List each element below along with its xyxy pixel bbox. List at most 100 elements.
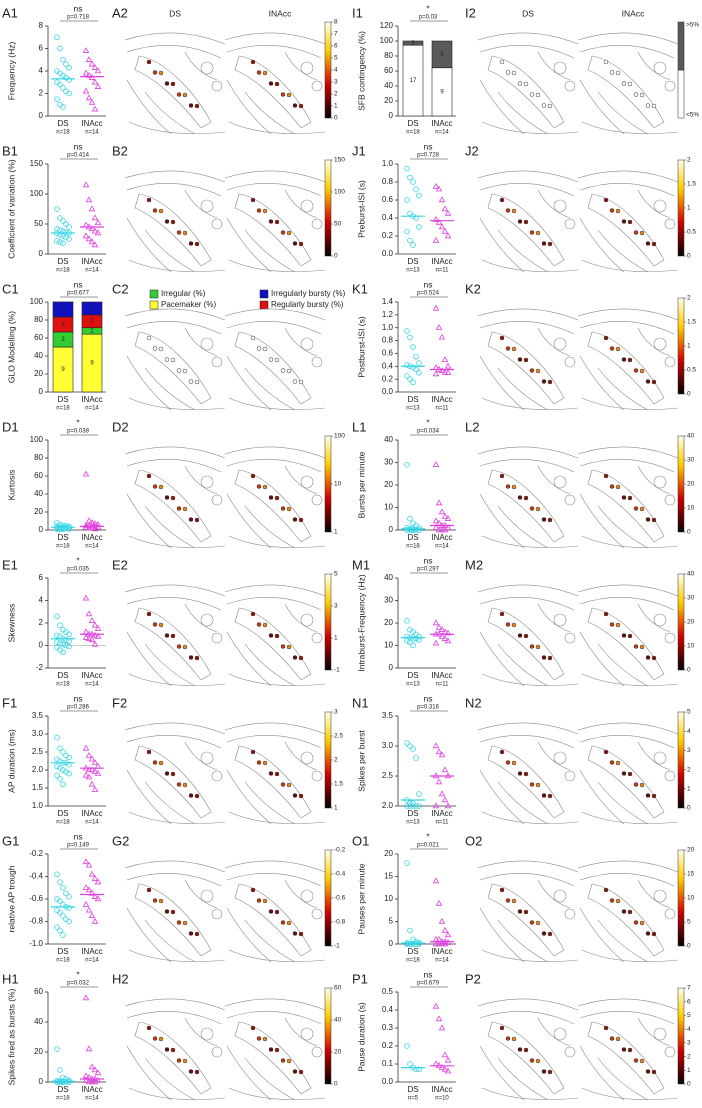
brain-outline: [537, 51, 571, 81]
brain-outline: [144, 919, 196, 963]
data-point: [404, 328, 410, 334]
data-point: [82, 594, 90, 601]
recorded-neuron: [176, 230, 182, 235]
y-tick-label: -0.2: [29, 849, 43, 858]
brain-outline: [479, 493, 525, 549]
n-label: n=14: [435, 130, 449, 136]
colorbar-tick-label: 1: [687, 786, 691, 793]
colorbar-tick-label: 5: [334, 55, 338, 62]
brain-outline: [300, 337, 314, 351]
data-point: [444, 1056, 452, 1063]
data-point: [57, 239, 63, 245]
data-point: [444, 1067, 452, 1074]
panel-label: N2: [465, 695, 482, 710]
brain-outline: [553, 751, 567, 765]
brain-outline: [244, 229, 296, 273]
data-point: [85, 751, 93, 758]
y-tick-label: 30: [384, 458, 393, 467]
data-point: [407, 1061, 413, 1067]
data-point: [88, 912, 96, 919]
data-point: [444, 629, 452, 636]
brain-outline: [184, 741, 218, 771]
colorbar-tick-label: 0: [687, 529, 691, 536]
recorded-neuron: [158, 208, 164, 214]
significance: ns: [424, 555, 433, 565]
brain-outline: [537, 603, 571, 633]
recorded-neuron: [639, 1058, 645, 1064]
data-point: [88, 1063, 96, 1070]
x-tick-label: INAcc: [81, 671, 102, 680]
brain-outline: [497, 781, 549, 825]
colorbar: [324, 21, 332, 119]
colorbar: [324, 573, 332, 671]
recorded-neuron: [639, 782, 645, 788]
recorded-neuron: [280, 368, 286, 373]
brain-outline: [497, 367, 549, 411]
y-tick-label: 0: [39, 111, 44, 120]
recorded-neuron: [256, 70, 262, 75]
bar-segment: [81, 301, 103, 316]
y-tick-label: 80: [34, 453, 43, 462]
recorded-neuron: [164, 357, 170, 362]
colorbar-tick-label: 4: [334, 67, 338, 74]
data-point: [444, 802, 452, 809]
colorbar-tick-label: 150: [334, 157, 345, 164]
recorded-neuron: [268, 771, 274, 776]
n-label: n=14: [85, 544, 99, 550]
colorbar-tick-label: 1.5: [334, 781, 343, 788]
data-point: [91, 786, 99, 792]
x-tick-label: INAcc: [431, 947, 452, 956]
brain-outline: [211, 1046, 223, 1058]
panel-label: J2: [465, 143, 479, 158]
data-point: [407, 743, 413, 749]
brain-outline: [211, 632, 223, 644]
brain-outline: [653, 613, 667, 627]
brain-outline: [226, 182, 322, 197]
brain-outline: [200, 1027, 214, 1041]
data-point: [416, 803, 422, 809]
brain-outline: [184, 879, 218, 909]
brain-outline: [234, 55, 312, 129]
recorded-neuron: [603, 611, 609, 617]
data-point: [66, 77, 72, 83]
brain-outline: [553, 889, 567, 903]
y-tick-label: 60: [34, 333, 43, 342]
recorded-neuron: [268, 219, 274, 224]
brain-outline: [481, 397, 579, 410]
x-tick-label: DS: [407, 671, 418, 680]
recorded-neuron: [194, 517, 200, 523]
colorbar: [324, 849, 332, 947]
colorbar-tick-label: 0.5: [687, 229, 696, 236]
data-point: [432, 877, 440, 884]
column-header: DS: [522, 8, 534, 18]
recorded-neuron: [158, 622, 164, 628]
y-tick-label: 20: [384, 480, 393, 489]
brain-outline: [579, 493, 625, 549]
colorbar: [677, 297, 685, 395]
data-point: [82, 634, 90, 640]
colorbar-tick-label: 10: [687, 643, 695, 650]
recorded-neuron: [511, 1036, 517, 1042]
colorbar-tick-label: 20: [687, 481, 695, 488]
brain-outline: [311, 218, 323, 230]
brain-outline: [577, 446, 679, 459]
recorded-neuron: [609, 208, 615, 213]
recorded-neuron: [621, 219, 627, 224]
recorded-neuron: [194, 1069, 200, 1075]
brain-outline: [553, 199, 567, 213]
colorbar-tick-label: 60: [334, 985, 342, 992]
brain-outline: [134, 1021, 212, 1095]
data-point: [82, 47, 90, 53]
x-tick-label: INAcc: [431, 1085, 452, 1094]
n-label: n=18: [56, 130, 70, 136]
recorded-neuron: [268, 909, 274, 914]
data-point: [54, 763, 60, 770]
recorded-neuron: [274, 633, 280, 639]
y-tick-label: 0.0: [382, 249, 394, 258]
colorbar-tick-label: 40: [687, 571, 695, 578]
brain-outline: [587, 193, 665, 267]
brain-outline: [581, 673, 679, 686]
recorded-neuron: [511, 760, 517, 766]
brain-outline: [597, 505, 649, 549]
data-point: [85, 196, 93, 203]
